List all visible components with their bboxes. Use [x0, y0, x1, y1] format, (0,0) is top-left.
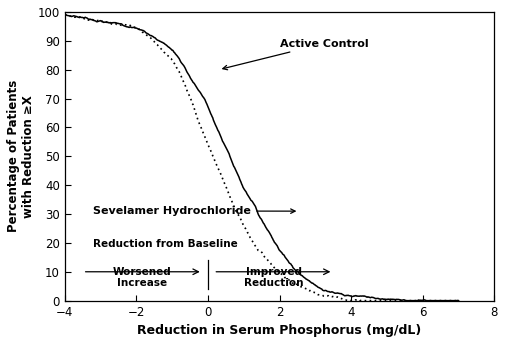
Y-axis label: Percentage of Patients
with Reduction ≥X: Percentage of Patients with Reduction ≥X — [7, 80, 35, 233]
Text: Improved
Reduction: Improved Reduction — [244, 267, 304, 288]
Text: Worsened
Increase: Worsened Increase — [113, 267, 171, 288]
Text: Active Control: Active Control — [223, 39, 368, 70]
Text: Reduction from Baseline: Reduction from Baseline — [93, 239, 237, 249]
X-axis label: Reduction in Serum Phosphorus (mg/dL): Reduction in Serum Phosphorus (mg/dL) — [137, 324, 422, 337]
Text: Sevelamer Hydrochloride: Sevelamer Hydrochloride — [93, 206, 295, 216]
